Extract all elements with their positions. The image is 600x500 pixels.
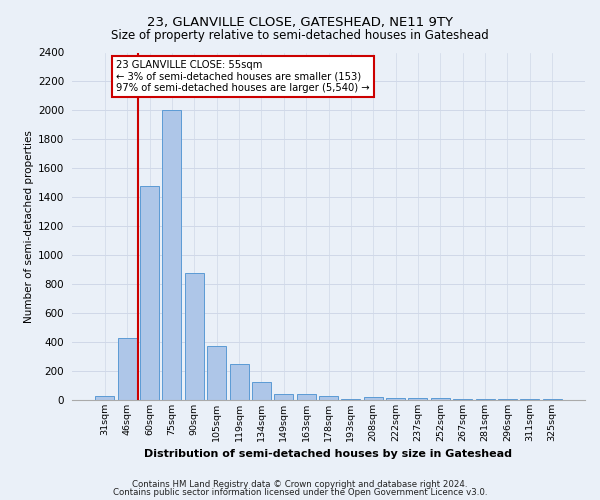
Text: Contains public sector information licensed under the Open Government Licence v3: Contains public sector information licen… (113, 488, 487, 497)
Bar (431, 398, 450, 400)
Bar (207, 346, 226, 400)
Bar (163, 110, 181, 400)
Bar (409, 398, 427, 400)
Bar (118, 338, 137, 400)
Bar (95, 396, 115, 400)
Bar (230, 364, 248, 400)
Text: Contains HM Land Registry data © Crown copyright and database right 2024.: Contains HM Land Registry data © Crown c… (132, 480, 468, 489)
Bar (252, 382, 271, 400)
Text: 23, GLANVILLE CLOSE, GATESHEAD, NE11 9TY: 23, GLANVILLE CLOSE, GATESHEAD, NE11 9TY (147, 16, 453, 29)
Bar (296, 394, 316, 400)
Bar (140, 186, 159, 400)
Bar (364, 397, 383, 400)
X-axis label: Distribution of semi-detached houses by size in Gateshead: Distribution of semi-detached houses by … (145, 450, 512, 460)
Bar (185, 272, 204, 400)
Bar (274, 394, 293, 400)
Text: 23 GLANVILLE CLOSE: 55sqm
← 3% of semi-detached houses are smaller (153)
97% of : 23 GLANVILLE CLOSE: 55sqm ← 3% of semi-d… (116, 60, 370, 93)
Bar (386, 398, 405, 400)
Text: Size of property relative to semi-detached houses in Gateshead: Size of property relative to semi-detach… (111, 29, 489, 42)
Y-axis label: Number of semi-detached properties: Number of semi-detached properties (24, 130, 34, 322)
Bar (319, 396, 338, 400)
